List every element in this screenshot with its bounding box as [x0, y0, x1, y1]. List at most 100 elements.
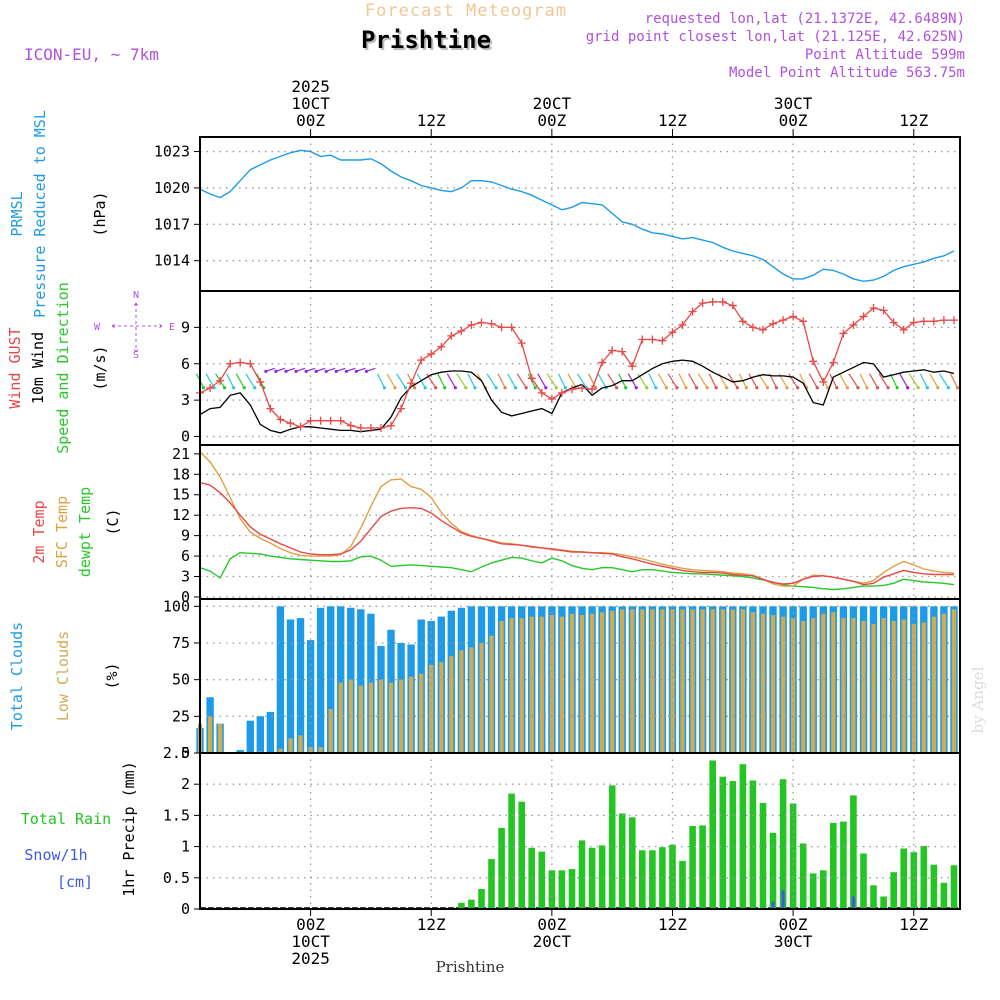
total-cloud-bar: [256, 716, 264, 753]
wind-arrow-head: [886, 386, 890, 390]
wind-arrow: [537, 373, 547, 389]
ytick-label: 21: [172, 445, 190, 463]
rain-bar: [578, 840, 586, 909]
gust-marker: [919, 317, 928, 326]
wind-arrow-head: [705, 386, 709, 390]
gust-marker: [507, 323, 516, 332]
time-label-bottom: 12Z: [899, 915, 928, 934]
rain-bar: [840, 821, 847, 909]
precip-unit: 1hr Precip (mm): [120, 761, 138, 896]
wind-arrow-head: [694, 386, 699, 390]
wind-arrow: [467, 373, 476, 389]
time-label-bottom: 2025: [291, 949, 330, 968]
wind-arrow-head: [593, 386, 598, 390]
low-cloud-bar: [791, 618, 796, 753]
rain-bar: [689, 826, 696, 909]
wind-arrow-head: [223, 386, 227, 390]
wind-arrow-head: [624, 386, 628, 390]
gust-marker: [819, 377, 828, 386]
subtitle: Forecast Meteogram: [365, 1, 567, 21]
low-cloud-bar: [750, 612, 755, 753]
snow-bar: [851, 896, 855, 909]
low-cloud-bar: [600, 612, 605, 753]
low-cloud-bar: [358, 685, 363, 753]
wind-arrow-head: [796, 386, 800, 390]
low-cloud-bar: [931, 616, 936, 753]
wind-arrow-head: [314, 369, 318, 373]
gust-marker: [758, 325, 767, 334]
wind-arrow-head: [514, 386, 518, 390]
compass-e: E: [169, 322, 175, 333]
wind-arrow: [829, 373, 838, 389]
time-label-top: 10CT: [291, 94, 330, 113]
low-cloud-bar: [710, 609, 715, 753]
wind-arrow-head: [875, 386, 880, 390]
wind-arrow: [226, 373, 235, 389]
gust-marker: [326, 416, 335, 425]
gust-marker: [638, 335, 647, 344]
ytick-label: 6: [181, 355, 190, 373]
ytick-label: 100: [163, 597, 190, 615]
rain-bar: [618, 813, 626, 909]
low-cloud-bar: [891, 621, 896, 753]
wind-arrow-head: [563, 386, 568, 390]
time-label-top: 00Z: [537, 111, 566, 130]
ytick-label: 6: [181, 547, 190, 565]
ytick-label: 1023: [154, 143, 190, 161]
wind-arrow-head: [242, 386, 246, 390]
rain-bar: [598, 845, 606, 909]
gust-marker: [829, 358, 838, 367]
wind-arrow: [889, 373, 898, 389]
low-cloud-bar: [479, 643, 484, 753]
low-cloud-bar: [650, 609, 655, 753]
ytick-label: 75: [172, 634, 190, 652]
ytick-label: 9: [181, 527, 190, 545]
wind-arrow-head: [735, 386, 739, 390]
wind-arrow: [557, 373, 566, 389]
wind-arrow: [708, 373, 717, 389]
ytick-label: 3: [181, 568, 190, 586]
precip-label-rain: Total Rain: [21, 810, 111, 828]
ytick-label: 2.5: [163, 744, 190, 762]
time-label-bottom: 20CT: [533, 932, 572, 951]
rain-bar: [608, 785, 616, 909]
compass-n: N: [133, 290, 139, 301]
gust-marker: [578, 384, 587, 393]
wind-arrow: [396, 373, 407, 389]
temp-2m-line: [199, 481, 954, 586]
wind-arrow-head: [324, 369, 328, 373]
gust-marker: [497, 323, 506, 332]
gust-marker: [467, 320, 476, 329]
wind-panel: 0 3 6 9 N S W E: [94, 290, 960, 446]
low-cloud-bar: [569, 613, 575, 753]
gust-marker: [668, 328, 677, 337]
gust-marker: [809, 357, 818, 366]
gust-marker: [226, 359, 235, 368]
rain-bar: [468, 899, 475, 909]
low-cloud-bar: [559, 616, 564, 753]
pressure-unit: (hPa): [91, 191, 109, 236]
total-cloud-bar: [236, 750, 244, 753]
gust-marker: [839, 329, 848, 338]
snow-bar: [781, 890, 785, 909]
low-cloud-bar: [801, 621, 806, 753]
wind-arrow: [235, 373, 245, 389]
low-cloud-bar: [620, 609, 625, 753]
time-label-top: 30CT: [774, 94, 813, 113]
low-cloud-bar: [770, 615, 776, 753]
wind-speed-line: [199, 359, 955, 434]
total-cloud-bar: [316, 607, 325, 753]
wind-arrow: [838, 373, 848, 389]
wind-arrow-head: [232, 386, 236, 390]
wind-arrow-head: [906, 386, 910, 390]
low-cloud-bar: [298, 735, 303, 753]
gust-marker: [366, 424, 375, 433]
low-cloud-bar: [700, 609, 705, 753]
low-cloud-bar: [278, 748, 283, 753]
gust-marker: [437, 342, 446, 351]
time-label-top: 12Z: [658, 111, 687, 130]
rain-bar: [558, 870, 566, 909]
low-cloud-bar: [388, 682, 394, 753]
total-cloud-bar: [296, 618, 305, 753]
gust-marker: [748, 323, 757, 332]
